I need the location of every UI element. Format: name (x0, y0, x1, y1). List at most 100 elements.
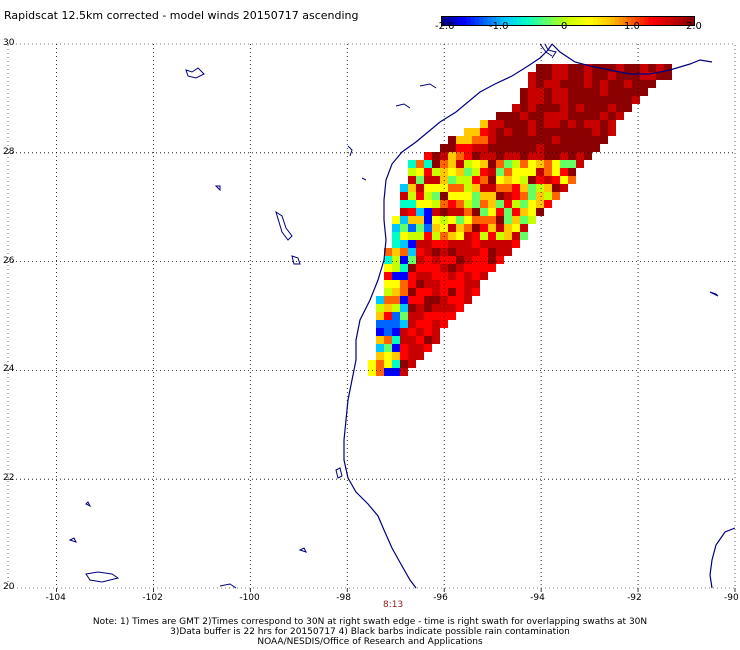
wind-diff-cell (384, 360, 392, 368)
wind-diff-cell (496, 192, 504, 200)
wind-diff-cell (624, 80, 632, 88)
wind-diff-cell (512, 176, 520, 184)
wind-diff-cell (536, 136, 544, 144)
wind-diff-cell (600, 104, 608, 112)
wind-diff-cell (528, 112, 536, 120)
wind-diff-cell (456, 248, 464, 256)
wind-diff-cell (632, 96, 640, 104)
wind-diff-cell (376, 312, 384, 320)
wind-diff-cell (464, 184, 472, 192)
wind-diff-cell (552, 184, 560, 192)
wind-diff-cell (472, 176, 480, 184)
wind-diff-cell (600, 88, 608, 96)
wind-diff-cell (544, 88, 552, 96)
wind-diff-cell (416, 208, 424, 216)
colorbar-segment (568, 16, 573, 26)
wind-diff-cell (576, 104, 584, 112)
wind-diff-cell (416, 200, 424, 208)
wind-diff-cell (456, 280, 464, 288)
wind-diff-cell (408, 304, 416, 312)
wind-diff-cell (456, 232, 464, 240)
wind-diff-cell (392, 264, 400, 272)
wind-diff-cell (552, 128, 560, 136)
colorbar-segment (635, 16, 641, 26)
wind-diff-cell (488, 128, 496, 136)
wind-diff-cell (432, 216, 440, 224)
wind-diff-cell (400, 272, 408, 280)
colorbar-segment (665, 16, 671, 26)
wind-diff-cell (648, 80, 656, 88)
latitude-label: 28 (3, 146, 15, 157)
wind-diff-cell (400, 368, 408, 376)
wind-diff-cell (600, 128, 608, 136)
wind-diff-cell (408, 240, 416, 248)
wind-diff-cell (448, 152, 456, 160)
wind-diff-cell (592, 72, 600, 80)
coastline-detail (361, 177, 367, 181)
colorbar-segment (673, 16, 679, 26)
wind-diff-cell (408, 360, 416, 368)
colorbar-segment (449, 16, 455, 26)
wind-diff-cell (464, 200, 472, 208)
wind-diff-cell (520, 96, 528, 104)
colorbar-segment (593, 16, 599, 26)
wind-diff-cell (592, 96, 600, 104)
wind-diff-cell (424, 152, 432, 160)
wind-diff-cell (528, 144, 536, 152)
wind-diff-cell (512, 224, 520, 232)
colorbar-segment (457, 16, 463, 26)
wind-diff-cell (544, 168, 552, 176)
colorbar-segment (546, 16, 552, 26)
wind-diff-cell (528, 152, 536, 160)
wind-diff-cell (552, 112, 560, 120)
wind-diff-cell (408, 168, 416, 176)
wind-diff-cell (408, 288, 416, 296)
wind-diff-cell (536, 120, 544, 128)
wind-diff-cell (496, 216, 504, 224)
wind-diff-cell (416, 160, 424, 168)
wind-diff-cell (560, 120, 568, 128)
wind-diff-cell (464, 176, 472, 184)
wind-diff-cell (496, 184, 504, 192)
wind-diff-cell (600, 96, 608, 104)
longitude-label: -92 (627, 593, 642, 603)
wind-diff-cell (496, 240, 504, 248)
wind-diff-cell (384, 352, 392, 360)
wind-diff-cell (488, 240, 496, 248)
wind-diff-cell (424, 208, 432, 216)
wind-diff-cell (568, 72, 576, 80)
colorbar-segment (648, 16, 654, 26)
wind-diff-cell (560, 80, 568, 88)
wind-diff-cell (464, 280, 472, 288)
wind-diff-cell (400, 328, 408, 336)
wind-diff-cell (544, 120, 552, 128)
wind-diff-cell (376, 368, 384, 376)
wind-diff-cell (416, 352, 424, 360)
wind-diff-cell (408, 328, 416, 336)
wind-diff-cell (544, 176, 552, 184)
footnote-line-2: 3)Data buffer is 22 hrs for 20150717 4) … (170, 627, 570, 637)
wind-diff-cell (472, 232, 480, 240)
wind-diff-cell (456, 176, 464, 184)
wind-diff-cell (472, 160, 480, 168)
coastline-detail (395, 103, 411, 109)
wind-diff-cell (456, 256, 464, 264)
wind-diff-cell (552, 152, 560, 160)
wind-diff-cell (376, 296, 384, 304)
coastline-detail (185, 67, 205, 79)
wind-diff-cell (408, 224, 416, 232)
wind-diff-cell (536, 184, 544, 192)
colorbar-tick-label: 2.0 (686, 21, 702, 32)
wind-diff-cell (600, 80, 608, 88)
wind-diff-cell (480, 224, 488, 232)
wind-diff-cell (424, 304, 432, 312)
wind-diff-cell (408, 208, 416, 216)
wind-diff-cell (464, 248, 472, 256)
coastline-louisiana (551, 43, 713, 75)
wind-diff-cell (560, 64, 568, 72)
wind-diff-cell (488, 192, 496, 200)
wind-diff-cell (424, 256, 432, 264)
wind-diff-cell (456, 224, 464, 232)
wind-diff-cell (504, 224, 512, 232)
wind-diff-cell (464, 296, 472, 304)
